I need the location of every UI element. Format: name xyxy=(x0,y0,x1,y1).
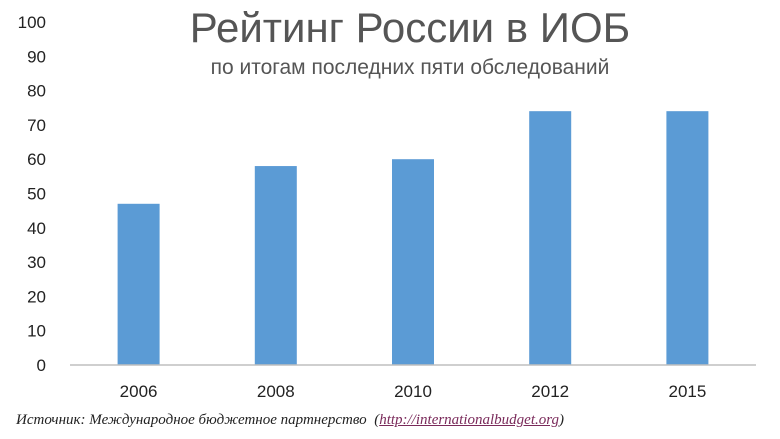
source-text: Источник: Международное бюджетное партне… xyxy=(16,412,367,428)
x-tick-label: 2006 xyxy=(120,382,158,401)
y-tick-label: 10 xyxy=(27,322,46,341)
x-tick-label: 2010 xyxy=(394,382,432,401)
y-tick-label: 90 xyxy=(27,47,46,66)
x-tick-label: 2008 xyxy=(257,382,295,401)
y-tick-label: 60 xyxy=(27,150,46,169)
y-tick-label: 20 xyxy=(27,287,46,306)
bar xyxy=(254,166,297,365)
y-tick-label: 80 xyxy=(27,82,46,101)
y-tick-label: 30 xyxy=(27,253,46,272)
y-tick-label: 50 xyxy=(27,185,46,204)
x-tick-label: 2015 xyxy=(668,382,706,401)
chart-subtitle: по итогам последних пяти обследований xyxy=(210,56,610,79)
x-tick-label: 2012 xyxy=(531,382,569,401)
y-tick-label: 70 xyxy=(27,116,46,135)
y-tick-label: 0 xyxy=(37,356,46,375)
source-paren-open: ( xyxy=(370,412,380,428)
y-tick-label: 100 xyxy=(18,13,46,32)
bar xyxy=(392,159,434,365)
bar xyxy=(529,111,572,366)
bar xyxy=(666,111,709,366)
source-paren-close: ) xyxy=(559,412,565,428)
bar xyxy=(117,203,160,365)
y-tick-label: 40 xyxy=(27,219,46,238)
source-link[interactable]: http://internationalbudget.org xyxy=(379,412,560,428)
chart-title: Рейтинг России в ИОБ xyxy=(189,4,631,51)
source-note: Источник: Международное бюджетное партне… xyxy=(16,412,564,429)
